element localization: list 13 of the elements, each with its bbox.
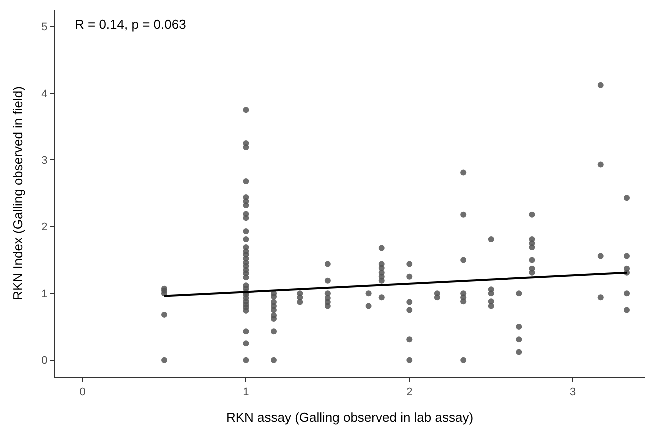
y-tick-label: 0 [42,355,48,368]
annotation: R = 0.14, p = 0.063 [75,17,186,32]
y-tick-label: 4 [42,88,48,100]
x-tick-label: 1 [243,386,250,398]
y-tick-label: 3 [42,154,48,167]
y-tick-label: 5 [42,22,48,34]
x-axis-title: RKN assay (Galling observed in lab assay) [226,410,474,425]
y-tick-label: 2 [42,222,48,234]
x-tick-label: 0 [80,386,86,398]
x-tick-label: 2 [406,386,413,398]
x-tick-label: 3 [570,386,576,398]
y-tick-label: 1 [42,288,48,300]
y-axis-title: RKN Index (Galling observed in field) [10,86,26,300]
